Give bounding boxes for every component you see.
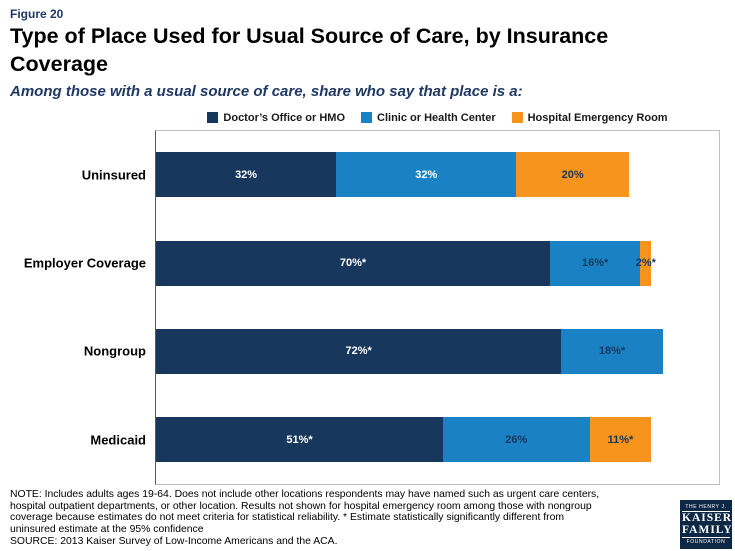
legend-swatch xyxy=(207,112,219,124)
bar-value-label: 32% xyxy=(235,168,258,181)
legend-swatch xyxy=(361,112,373,124)
bar-segment: 2%* xyxy=(636,240,656,286)
bar-value-label: 72%* xyxy=(345,345,372,358)
category-label: Medicaid xyxy=(90,432,146,448)
bar-value-label: 18%* xyxy=(598,345,626,358)
bar-segment: 11%* xyxy=(589,417,652,463)
bar-segment: 32% xyxy=(336,152,517,198)
bar-value-label: 70%* xyxy=(339,257,367,270)
kff-logo-line-kaiser: KAISER xyxy=(682,511,733,524)
note-line: hospital outpatient departments, or othe… xyxy=(10,500,592,512)
bar-segment: 32% xyxy=(156,152,337,198)
bar-value-label: 2%* xyxy=(635,257,656,270)
source-text: SOURCE: 2013 Kaiser Survey of Low-Income… xyxy=(10,535,338,547)
legend-swatch xyxy=(511,112,523,124)
bar-row: Uninsured 32% 32% 20% xyxy=(82,152,719,198)
bar-value-label: 20% xyxy=(561,168,584,181)
page-subtitle: Among those with a usual source of care,… xyxy=(10,82,523,100)
legend-item: Doctor’s Office or HMO xyxy=(207,112,345,124)
kff-logo-line-foundation: FOUNDATION xyxy=(682,537,730,546)
bar-row: Medicaid 51%* 26% 11%* xyxy=(90,417,719,463)
kff-logo-line-family: FAMILY xyxy=(682,524,733,537)
bar-row: Employer Coverage 70%* 16%* 2%* xyxy=(24,240,719,286)
stacked-bar: 72%* 18%* xyxy=(156,328,719,374)
plot-area: Uninsured 32% 32% 20% Employer Coverage 70%* 1… xyxy=(24,129,720,485)
legend-label: Clinic or Health Center xyxy=(377,111,496,124)
legend-label: Doctor’s Office or HMO xyxy=(223,111,346,124)
bar-value-label: 26% xyxy=(505,433,528,446)
bar-value-label: 11%* xyxy=(607,433,634,446)
bar-segment: 16%* xyxy=(550,240,641,286)
stacked-bar: 70%* 16%* 2%* xyxy=(156,240,719,286)
kff-logo: THE HENRY J. KAISER FAMILY FOUNDATION xyxy=(680,499,733,549)
bar-segment: 51%* xyxy=(156,417,444,463)
figure-label: Figure 20 xyxy=(10,7,64,21)
bar-segment: 72%* xyxy=(156,328,562,374)
note-line: coverage because estimates do not meet c… xyxy=(10,512,565,524)
bar-value-label: 51%* xyxy=(286,433,313,446)
category-label: Employer Coverage xyxy=(23,255,146,271)
bar-segment: 18%* xyxy=(561,328,663,374)
legend-label: Hospital Emergency Room xyxy=(527,111,668,124)
page-title: Type of Place Used for Usual Source of C… xyxy=(10,24,609,77)
bar-value-label: 32% xyxy=(415,168,438,181)
bar-segment: 26% xyxy=(443,417,590,463)
stacked-bar: 32% 32% 20% xyxy=(156,152,719,198)
note-line: uninsured estimate at the 95% confidence xyxy=(10,524,204,536)
kff-logo-line-the-henry-j: THE HENRY J. xyxy=(682,503,730,512)
note-text: NOTE: Includes adults ages 19-64. Does n… xyxy=(10,489,678,536)
legend-item: Clinic or Health Center xyxy=(361,112,496,124)
bar-segment: 20% xyxy=(516,152,629,198)
stacked-bar: 51%* 26% 11%* xyxy=(156,417,719,463)
bar-segment: 70%* xyxy=(156,240,551,286)
legend-item: Hospital Emergency Room xyxy=(511,111,668,124)
bar-row: Nongroup 72%* 18%* xyxy=(84,328,719,374)
chart-legend: Doctor’s Office or HMO Clinic or Health C… xyxy=(155,112,720,124)
category-label: Nongroup xyxy=(83,343,146,359)
category-label: Uninsured xyxy=(81,167,146,183)
bar-value-label: 16%* xyxy=(581,257,609,270)
chart-footer: NOTE: Includes adults ages 19-64. Does n… xyxy=(10,489,678,548)
note-line: NOTE: Includes adults ages 19-64. Does n… xyxy=(10,488,600,500)
